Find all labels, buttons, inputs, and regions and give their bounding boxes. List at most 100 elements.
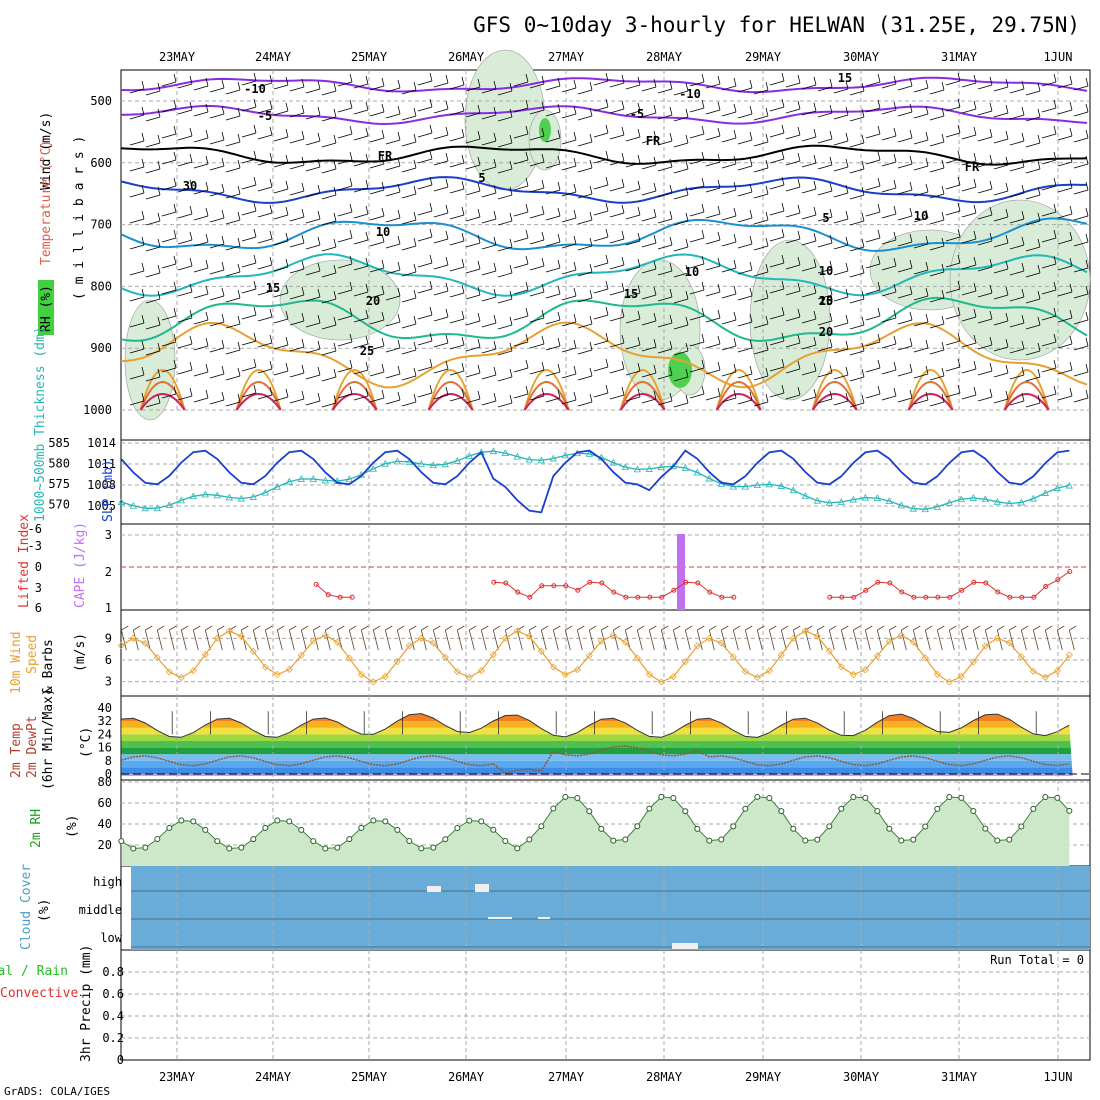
cloud-background: [131, 866, 1090, 950]
wind-barb-flag: [557, 259, 561, 269]
contour-labels: -10-5FR510152025-10-5FR510152015FR101520…: [183, 71, 980, 358]
wind-barb-flag: [221, 313, 225, 323]
li-point: [911, 594, 917, 600]
wind-barb: [945, 184, 961, 190]
wind-barb-flag: [877, 229, 881, 239]
wind10-barb-flag: [313, 625, 321, 631]
wind-barb: [273, 240, 289, 246]
wind-barb-flag: [973, 126, 977, 136]
wind-barb: [289, 164, 305, 170]
wind-barb: [993, 190, 1009, 196]
wind-barb: [321, 142, 337, 148]
rh2m-point: [1030, 805, 1037, 812]
wind-barb: [1057, 395, 1073, 401]
thickness-point: [993, 498, 1001, 505]
wind-barb-flag: [141, 314, 145, 324]
top-date-axis: 23MAY 24MAY 25MAY 26MAY 27MAY 28MAY 29MAY 30MAY…: [159, 50, 1073, 64]
wind-barb-flag: [877, 359, 881, 369]
upper-air-panel: -10-5FR510152025-10-5FR510152015FR101520…: [83, 49, 1091, 421]
wind-barb: [993, 346, 1009, 352]
wind-barb: [1009, 114, 1025, 120]
wind-barb: [865, 185, 881, 191]
date-label-top: 23MAY: [159, 50, 196, 64]
thickness-point: [153, 504, 161, 512]
thickness-point: [669, 462, 677, 470]
wind-barb-flag: [733, 103, 737, 113]
wind-barb: [1041, 289, 1057, 295]
wind10-ylabel-2: Speed: [25, 635, 40, 674]
rh2m-point: [658, 793, 665, 800]
wind-barb: [305, 114, 321, 120]
wind-barb-flag: [461, 388, 465, 398]
wind-barb: [785, 264, 801, 270]
wind-barb-flag: [877, 385, 881, 395]
wind10-barb-flag: [409, 625, 417, 631]
wind-barb-flag: [413, 237, 417, 247]
wind-barb-flag: [1069, 283, 1073, 293]
wind10-speed-point: [669, 673, 677, 681]
wind-barb: [129, 192, 145, 198]
thickness-point: [1029, 494, 1037, 502]
wind-barb: [145, 350, 161, 356]
wind-barb-flag: [653, 364, 657, 374]
wind-barb: [961, 238, 977, 244]
wind-barb: [753, 245, 769, 251]
wind-barb-flag: [253, 72, 257, 82]
wind-barb-flag: [653, 338, 657, 348]
wind-barb: [481, 348, 497, 354]
wind-barb: [801, 136, 817, 142]
wind-barb: [417, 106, 433, 112]
rh2m-point: [670, 794, 677, 801]
wind-barb: [769, 288, 785, 294]
wind-barb: [753, 349, 769, 355]
wind10-barb-flag: [373, 625, 381, 631]
wind-barb: [289, 346, 305, 352]
wind-barb-flag: [813, 310, 817, 320]
wind10-barb: [672, 629, 679, 651]
wind-barb-flag: [925, 157, 929, 167]
wind-barb: [225, 271, 241, 277]
wind-barb: [817, 164, 833, 170]
wind-barb: [753, 89, 769, 95]
thickness-point: [621, 463, 629, 471]
wind-barb-flag: [861, 186, 865, 196]
wind-barb: [145, 116, 161, 122]
surface-warm-contour: [715, 381, 762, 411]
wind-barb: [529, 83, 545, 89]
wind-barb: [865, 211, 881, 217]
wind-barb: [225, 375, 241, 381]
wind-barb-flag: [957, 124, 961, 134]
wind-barb: [593, 184, 609, 190]
rh2m-ylabel-unit: (%): [65, 815, 80, 838]
wind-barb-flag: [525, 73, 529, 83]
wind10-barb: [468, 629, 475, 651]
wind-barb-flag: [925, 183, 929, 193]
wind-barb: [529, 369, 545, 375]
wind-barb: [641, 398, 657, 404]
wind-barb: [577, 115, 593, 121]
thickness-point: [309, 475, 317, 482]
wind-barb-flag: [909, 311, 913, 321]
wind-barb-flag: [413, 263, 417, 273]
wind-barb-flag: [557, 311, 561, 321]
wind-barb: [449, 292, 465, 298]
surface-warm-contour: [811, 381, 858, 411]
li-point: [611, 589, 617, 595]
thickness-point: [885, 497, 893, 505]
wind-barb: [305, 192, 321, 198]
rh2m-point: [550, 805, 557, 812]
cape-tick-label: 3: [105, 528, 112, 542]
wind-barb-flag: [621, 308, 625, 318]
wind-barb: [257, 264, 273, 270]
wind-barb: [433, 264, 449, 270]
wind-barb: [865, 315, 881, 321]
wind-barb: [161, 133, 177, 139]
wind-barb-flag: [781, 254, 785, 264]
rh2m-point: [802, 837, 809, 844]
wind-barb: [385, 139, 401, 145]
wind-barb-flag: [909, 337, 913, 347]
wind-barb: [673, 90, 689, 96]
wind-barb-flag: [893, 101, 897, 111]
wind-barb-flag: [765, 263, 769, 273]
wind-barb: [161, 159, 177, 165]
